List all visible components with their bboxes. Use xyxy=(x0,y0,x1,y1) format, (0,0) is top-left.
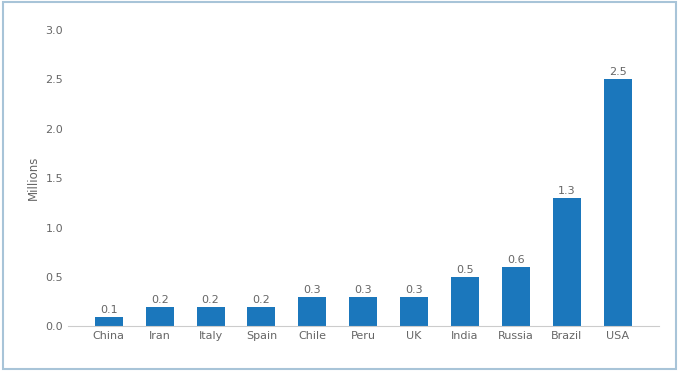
Bar xyxy=(553,198,581,326)
Text: 0.2: 0.2 xyxy=(202,295,219,305)
Text: 0.6: 0.6 xyxy=(507,255,525,265)
Bar xyxy=(349,297,378,326)
Bar xyxy=(146,307,174,326)
Bar xyxy=(95,316,123,326)
Bar xyxy=(451,277,479,326)
Text: 0.3: 0.3 xyxy=(304,285,321,295)
Bar xyxy=(247,307,276,326)
Text: 1.3: 1.3 xyxy=(558,186,576,196)
Text: 0.2: 0.2 xyxy=(151,295,168,305)
Bar xyxy=(604,79,631,326)
Text: 0.3: 0.3 xyxy=(405,285,423,295)
Bar xyxy=(502,267,530,326)
Text: 0.2: 0.2 xyxy=(253,295,270,305)
Text: 0.1: 0.1 xyxy=(100,305,117,315)
Text: 2.5: 2.5 xyxy=(609,67,627,77)
Text: 0.3: 0.3 xyxy=(354,285,372,295)
Bar xyxy=(400,297,428,326)
Bar xyxy=(298,297,327,326)
Y-axis label: Millions: Millions xyxy=(26,156,40,200)
Text: 0.5: 0.5 xyxy=(456,265,474,275)
Bar xyxy=(196,307,225,326)
